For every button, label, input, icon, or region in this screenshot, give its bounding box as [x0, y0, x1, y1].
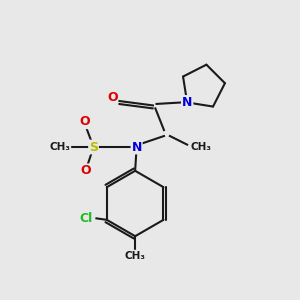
Text: CH₃: CH₃	[124, 250, 146, 260]
Text: O: O	[79, 115, 90, 128]
Text: O: O	[107, 92, 118, 104]
Text: O: O	[81, 164, 92, 177]
Text: CH₃: CH₃	[50, 142, 70, 152]
Text: CH₃: CH₃	[190, 142, 211, 152]
Text: N: N	[182, 96, 192, 109]
Text: N: N	[131, 140, 142, 154]
Text: Cl: Cl	[80, 212, 93, 225]
Text: N: N	[182, 96, 192, 109]
Text: S: S	[89, 140, 98, 154]
